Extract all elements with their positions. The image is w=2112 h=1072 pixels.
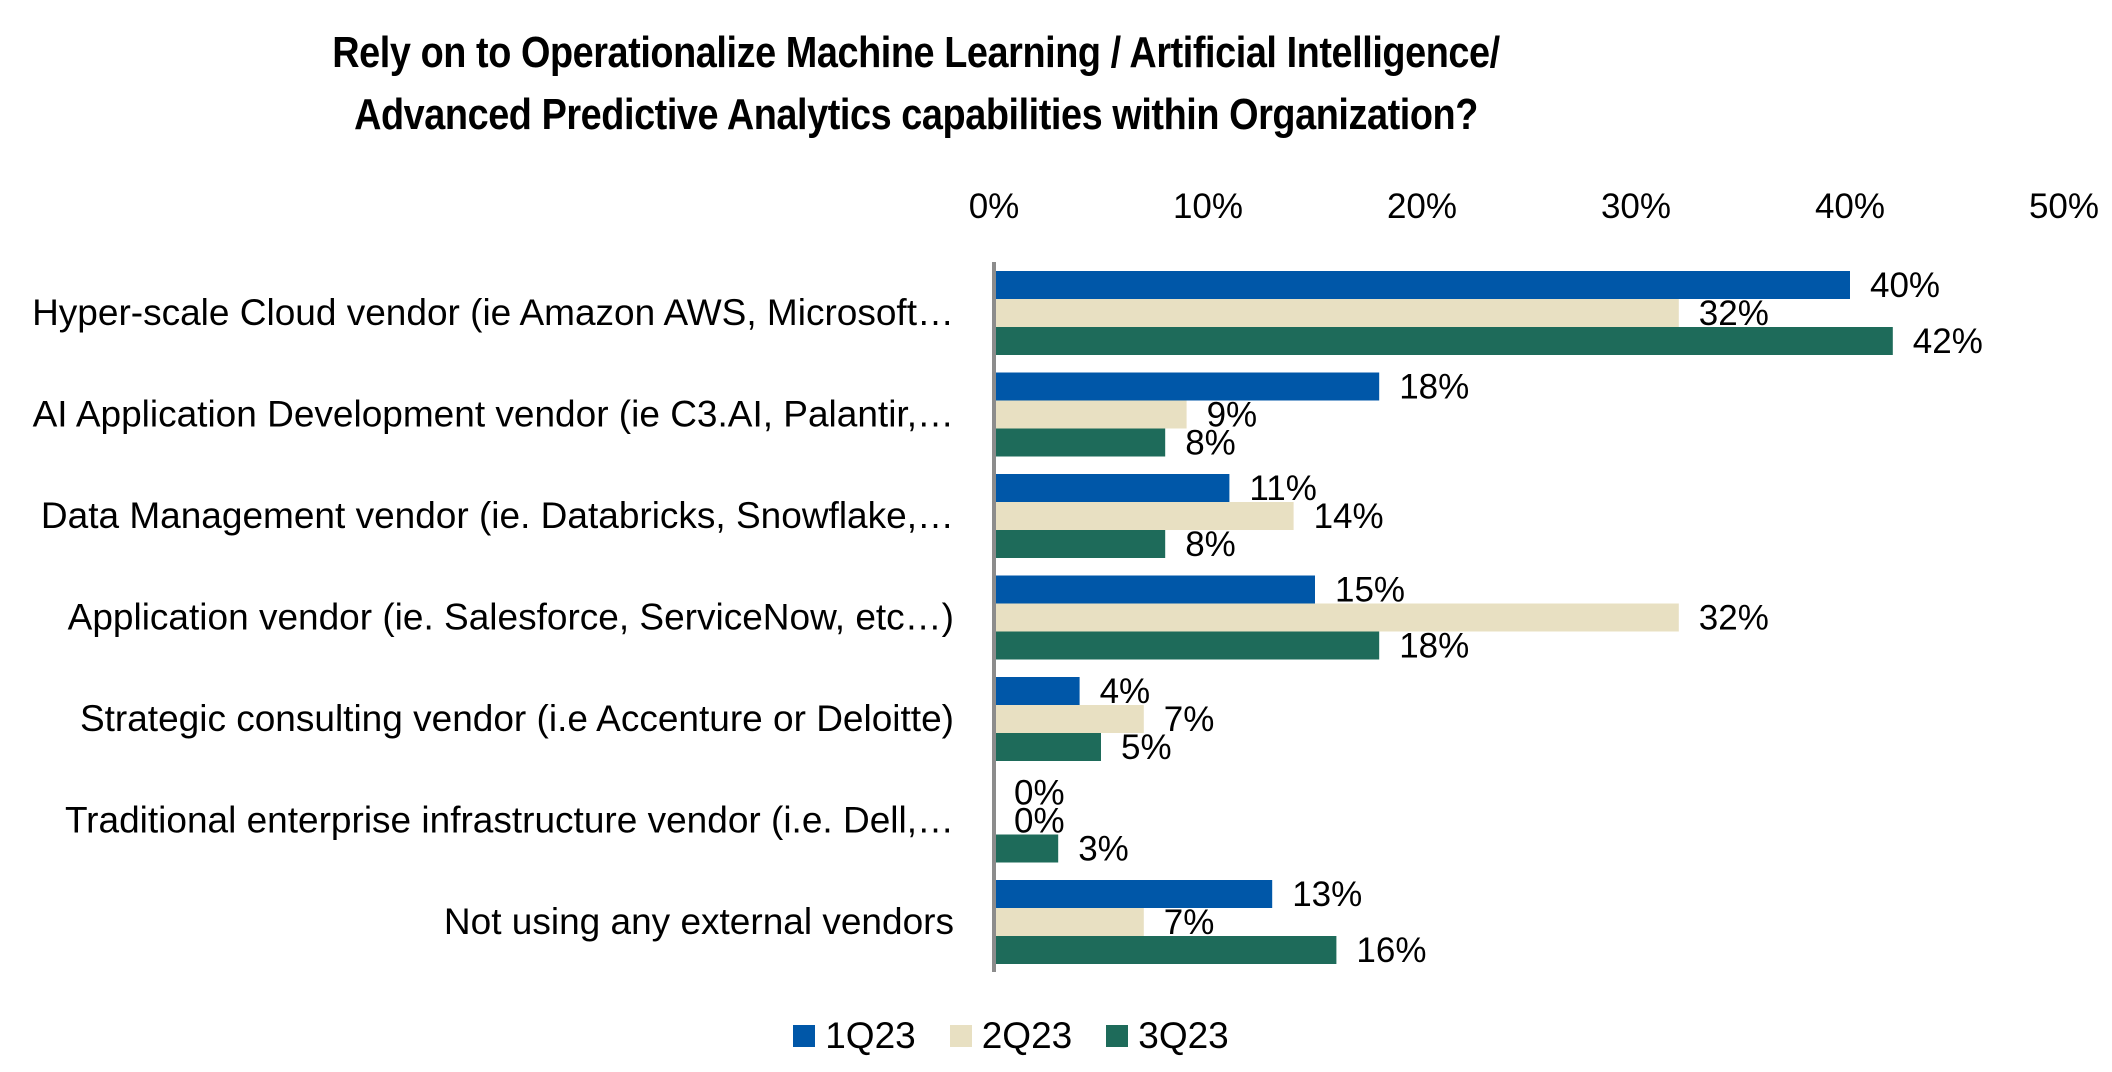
bar-2q23 — [994, 502, 1294, 530]
legend-swatch-2q23 — [949, 1025, 972, 1047]
category-label: Data Management vendor (ie. Databricks, … — [41, 495, 954, 536]
legend-item-2q23: 2Q23 — [949, 1015, 1073, 1057]
bar-3q23 — [994, 631, 1380, 660]
data-label: 0% — [1014, 802, 1065, 841]
data-label: 42% — [1913, 322, 1983, 361]
bar-1q23 — [994, 271, 1850, 299]
bar-2q23 — [994, 299, 1679, 327]
category-label: Hyper-scale Cloud vendor (ie Amazon AWS,… — [32, 292, 954, 333]
legend-item-1q23: 1Q23 — [793, 1015, 916, 1057]
data-label: 0% — [1014, 774, 1065, 813]
category-label: Traditional enterprise infrastructure ve… — [65, 800, 954, 841]
data-label: 32% — [1699, 294, 1769, 333]
bar-chart: 0% 10% 20% 30% 40% 50% 40% 32% 42% Hyper-scale Cl… — [32, 187, 2099, 972]
bar-1q23 — [994, 372, 1380, 401]
bar-3q23 — [994, 733, 1101, 761]
x-tick-label: 10% — [1173, 187, 1243, 226]
bar-3q23 — [994, 530, 1166, 558]
chart-title-line-1: Rely on to Operationalize Machine Learni… — [332, 28, 1500, 77]
x-tick-label: 0% — [969, 187, 1020, 226]
category-label: AI Application Development vendor (ie C3… — [33, 394, 954, 435]
data-label: 40% — [1870, 266, 1940, 305]
data-label: 7% — [1164, 700, 1215, 739]
bar-1q23 — [994, 575, 1315, 604]
data-label: 15% — [1335, 571, 1405, 610]
bar-2q23 — [994, 908, 1144, 936]
bar-3q23 — [994, 428, 1166, 457]
legend-swatch-3q23 — [1106, 1025, 1129, 1047]
data-label: 8% — [1185, 424, 1236, 463]
legend-swatch-1q23 — [793, 1025, 816, 1047]
data-label: 7% — [1164, 903, 1215, 942]
data-label: 16% — [1356, 931, 1426, 970]
legend-label-2q23: 2Q23 — [981, 1015, 1073, 1056]
bar-1q23 — [994, 677, 1080, 705]
bar-1q23 — [994, 474, 1230, 502]
data-label: 14% — [1314, 497, 1384, 536]
category-label: Application vendor (ie. Salesforce, Serv… — [68, 597, 954, 638]
category-label: Not using any external vendors — [444, 901, 954, 942]
x-tick-label: 40% — [1815, 187, 1885, 226]
chart-title: Rely on to Operationalize Machine Learni… — [128, 22, 1704, 146]
legend: 1Q23 2Q23 3Q23 — [0, 1006, 2067, 1066]
category-label: Strategic consulting vendor (i.e Accentu… — [80, 698, 954, 739]
bar-3q23 — [994, 936, 1337, 964]
data-label: 3% — [1078, 830, 1129, 869]
data-label: 11% — [1249, 469, 1316, 508]
legend-item-3q23: 3Q23 — [1106, 1015, 1229, 1057]
bar-3q23 — [994, 834, 1059, 863]
data-label: 8% — [1185, 525, 1236, 564]
bar-2q23 — [994, 705, 1144, 733]
data-label: 9% — [1207, 396, 1258, 435]
x-tick-label: 30% — [1601, 187, 1671, 226]
chart-title-line-2: Advanced Predictive Analytics capabiliti… — [354, 90, 1478, 139]
data-label: 18% — [1399, 368, 1469, 407]
bar-3q23 — [994, 327, 1893, 355]
bar-2q23 — [994, 603, 1679, 632]
legend-label-3q23: 3Q23 — [1138, 1015, 1229, 1056]
data-label: 32% — [1699, 599, 1769, 638]
data-label: 4% — [1100, 672, 1151, 711]
bar-2q23 — [994, 400, 1187, 429]
legend-label-1q23: 1Q23 — [825, 1015, 916, 1056]
x-tick-label: 20% — [1387, 187, 1457, 226]
data-label: 13% — [1292, 875, 1362, 914]
bar-1q23 — [994, 880, 1273, 908]
data-label: 5% — [1121, 728, 1172, 767]
data-label: 18% — [1399, 627, 1469, 666]
x-tick-label: 50% — [2029, 187, 2099, 226]
